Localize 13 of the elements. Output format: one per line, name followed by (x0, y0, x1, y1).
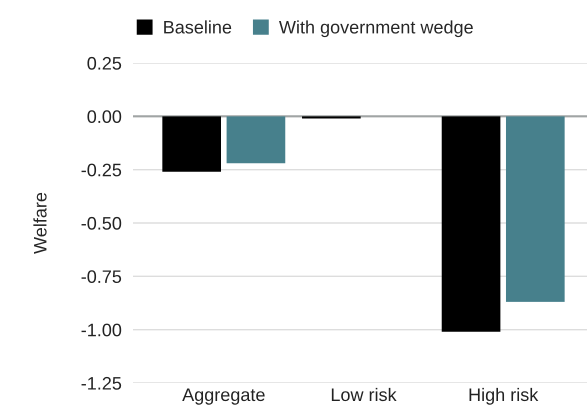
legend-label: With government wedge (278, 20, 473, 38)
x-tick-label: High risk (470, 388, 538, 405)
y-tick-label: -1.25 (82, 376, 122, 390)
y-tick-label: -0.75 (82, 270, 122, 284)
y-axis-title: Welfare (33, 192, 47, 254)
x-tick-label: Aggregate (182, 388, 265, 405)
y-tick-label: -0.50 (82, 216, 122, 230)
y-tick-label: 0.25 (87, 56, 122, 70)
x-tick-label: Low risk (332, 388, 397, 402)
y-tick-label: -1.00 (82, 324, 122, 336)
y-tick-label: -0.25 (82, 164, 122, 176)
legend-label: Baseline (164, 20, 232, 34)
y-tick-label: 0.00 (87, 110, 122, 124)
